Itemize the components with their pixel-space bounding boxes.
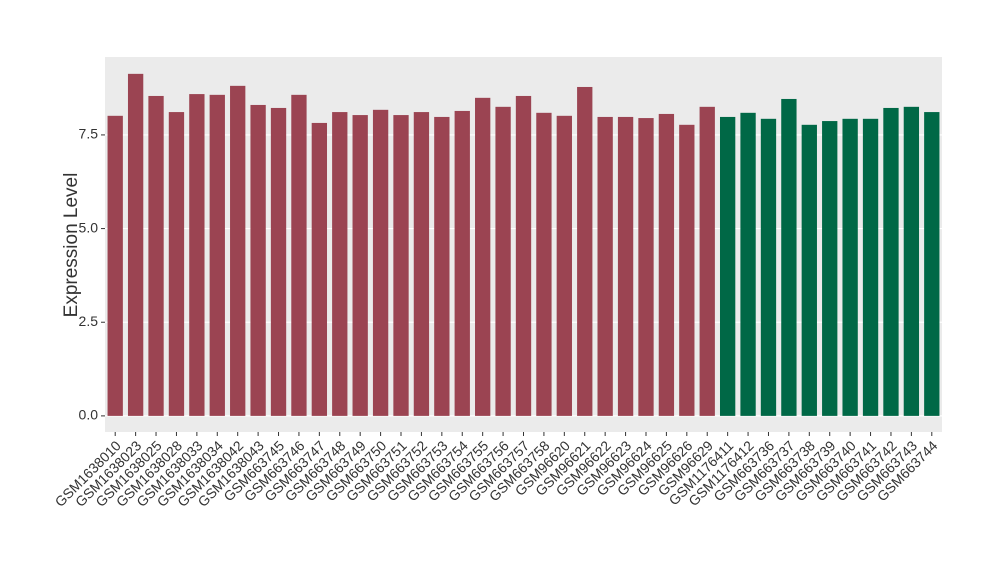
bar [781, 98, 797, 416]
bar [148, 95, 164, 416]
bar [556, 115, 572, 416]
bar [352, 115, 368, 416]
bar [291, 94, 307, 416]
bar [413, 112, 430, 416]
bar [638, 118, 654, 416]
bar [434, 116, 450, 416]
bar [332, 112, 348, 416]
bar [107, 115, 123, 416]
bar [230, 85, 246, 416]
bar [658, 113, 675, 416]
bar [127, 73, 144, 416]
bar [719, 116, 736, 416]
bar [577, 86, 593, 416]
bar [903, 106, 920, 416]
bar [250, 104, 266, 416]
bar [168, 112, 185, 416]
y-tick-label: 7.5 [79, 126, 99, 142]
bar [924, 112, 940, 416]
bar [270, 107, 287, 416]
bar [475, 97, 491, 416]
y-tick-label: 0.0 [79, 407, 99, 423]
y-tick-label: 5.0 [79, 219, 99, 235]
bar [801, 124, 817, 416]
bar [209, 94, 225, 416]
bar [454, 110, 470, 416]
bar [760, 118, 777, 416]
bar [699, 106, 715, 416]
bar [597, 116, 613, 416]
bar [822, 121, 838, 416]
bar [311, 122, 328, 416]
bar [536, 112, 552, 416]
y-tick-label: 2.5 [79, 313, 99, 329]
bar [372, 109, 389, 416]
bar [393, 115, 409, 416]
bar [495, 106, 511, 416]
bar [679, 124, 695, 416]
bar [842, 118, 858, 416]
bar [883, 107, 899, 416]
bar [740, 112, 756, 416]
bar [515, 95, 532, 416]
y-axis-title: Expression Level [61, 173, 82, 318]
bar [189, 94, 205, 416]
bar [862, 118, 879, 416]
bar [617, 116, 634, 416]
